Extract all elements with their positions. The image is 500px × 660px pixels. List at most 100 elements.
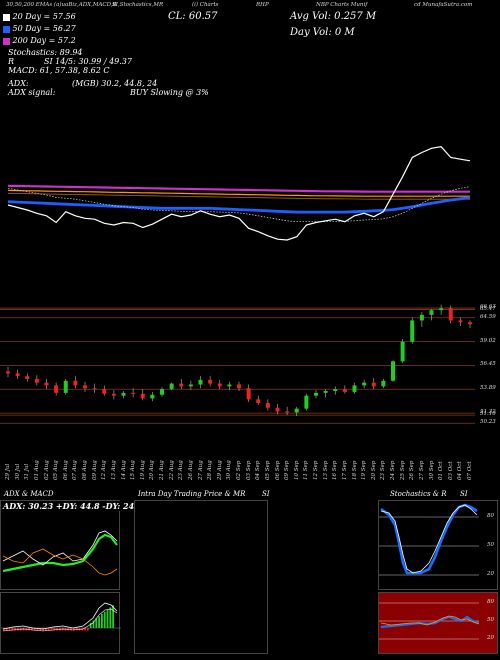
macd-histogram-bar bbox=[75, 628, 78, 631]
candle-body-12 bbox=[121, 392, 126, 396]
buy-signal: BUY Slowing @ 3% bbox=[130, 88, 209, 97]
header-line-6: cd MunafaSutra.com bbox=[414, 2, 473, 8]
x-tick-label: 23 Aug bbox=[178, 460, 185, 480]
candle-body-18 bbox=[179, 383, 184, 387]
candle-body-44 bbox=[429, 310, 434, 315]
stochastics-lines bbox=[379, 503, 479, 576]
macd-histogram-bar bbox=[84, 628, 86, 631]
x-tick-label: 05 Aug bbox=[53, 460, 60, 480]
x-tick-label: 08 Aug bbox=[82, 460, 88, 480]
x-tick-label: 21 Aug bbox=[159, 460, 165, 480]
stochastics-si-label: SI bbox=[460, 490, 468, 498]
x-tick-label: 27 Sep bbox=[418, 460, 425, 480]
candle-body-41 bbox=[400, 341, 405, 362]
si-tick-50: 50 bbox=[487, 617, 494, 623]
x-tick-label: 12 Sep bbox=[313, 460, 319, 480]
orange-ema-line-2 bbox=[7, 192, 470, 200]
adx-values: (MGB) 30.2, 44.8, 24 bbox=[72, 79, 158, 88]
si-tick-80: 80 bbox=[487, 599, 494, 605]
candle-body-27 bbox=[265, 403, 270, 408]
x-tick-label: 26 Aug bbox=[187, 460, 194, 480]
candle-body-14 bbox=[140, 393, 145, 399]
ema200-legend: 200 Day = 57.2 bbox=[3, 36, 76, 45]
candle-body-47 bbox=[458, 320, 463, 323]
orange-ema-line bbox=[7, 189, 470, 197]
x-tick-label: 26 Sep bbox=[409, 460, 416, 480]
header-line-1: 30,50,200 EMAs (a)uaBiz,ADX,MACD,B bbox=[6, 2, 117, 8]
ema50-text: 50 Day = 56.27 bbox=[12, 24, 76, 33]
macd-histogram-bar bbox=[5, 628, 8, 631]
adx-signal-label: ADX signal: bbox=[8, 88, 56, 97]
x-tick-label: 30 Sep bbox=[428, 460, 435, 480]
intraday-si-label: SI bbox=[262, 490, 270, 498]
y-tick-label: 66.63 bbox=[480, 304, 496, 311]
macd-histogram-bar bbox=[103, 611, 106, 628]
x-tick-label: 20 Sep bbox=[370, 460, 377, 480]
y-tick-label: 56.45 bbox=[480, 361, 496, 368]
candle-body-17 bbox=[169, 383, 174, 390]
candle-body-25 bbox=[246, 388, 251, 400]
macd-histogram-bar bbox=[92, 620, 95, 628]
y-tick-label: 51.32 bbox=[480, 409, 496, 416]
macd-histogram-bar bbox=[109, 607, 112, 628]
x-tick-label: 29 Aug bbox=[216, 460, 223, 480]
x-tick-label: 13 Aug bbox=[110, 460, 117, 480]
si-prefix: R bbox=[8, 57, 15, 66]
candle-body-10 bbox=[102, 389, 107, 394]
macd-histogram-bar bbox=[106, 609, 109, 628]
x-tick-label: 01 Oct bbox=[438, 461, 445, 480]
candle-body-20 bbox=[198, 379, 203, 385]
macd-histogram-bar bbox=[8, 628, 11, 631]
day-volume-label: Day Vol: 0 M bbox=[290, 27, 355, 38]
candle-body-9 bbox=[92, 388, 97, 390]
macd-histogram-bar bbox=[14, 628, 16, 631]
x-tick-label: 09 Aug bbox=[91, 460, 98, 480]
adx-panel: ADX: 30.23 +DY: 44.8 -DY: 24 bbox=[0, 500, 135, 590]
candle-body-0 bbox=[6, 371, 10, 374]
macd-histogram-bar bbox=[101, 614, 103, 628]
candle-body-15 bbox=[150, 394, 155, 399]
x-tick-label: 03 Sep bbox=[245, 460, 252, 480]
si-readout: SI 14/5: 30.99 / 49.37 bbox=[44, 57, 132, 66]
candle-body-8 bbox=[83, 385, 87, 389]
header-line-2: SI,Stochastics,MR bbox=[112, 2, 164, 8]
x-tick-label: 25 Sep bbox=[399, 460, 406, 480]
candle-body-32 bbox=[314, 392, 318, 396]
macd-histogram-bar bbox=[87, 628, 89, 631]
adx-macd-title: ADX & MACD bbox=[4, 490, 54, 498]
candle-body-19 bbox=[188, 384, 193, 387]
si-lines bbox=[379, 602, 480, 640]
intraday-title: Intra Day Trading Price & MR bbox=[138, 490, 246, 498]
x-tick-label: 16 Sep bbox=[332, 460, 339, 480]
candle-body-16 bbox=[160, 389, 164, 395]
macd-histogram-bar bbox=[45, 628, 47, 631]
header-line-5: NBP Charts Munif bbox=[316, 2, 368, 8]
ema50-swatch bbox=[3, 25, 10, 33]
header-line-3: (i) Charts bbox=[192, 2, 219, 8]
macd-histogram-bar bbox=[28, 628, 30, 631]
x-tick-label: 07 Aug bbox=[72, 460, 79, 480]
candle-body-1 bbox=[15, 373, 20, 377]
adx-label: ADX: bbox=[8, 79, 29, 88]
macd-lines bbox=[1, 602, 121, 632]
x-tick-label: 06 Aug bbox=[62, 460, 69, 480]
ema50-line bbox=[7, 196, 471, 214]
x-tick-label: 17 Sep bbox=[341, 460, 348, 480]
x-tick-label: 20 Aug bbox=[149, 460, 156, 480]
macd-histogram-bar bbox=[73, 628, 75, 631]
ema200-text: 200 Day = 57.2 bbox=[12, 36, 76, 45]
x-tick-label: 02 Aug bbox=[43, 460, 50, 480]
header-line-4: RHP bbox=[256, 2, 269, 8]
ema20-text: 20 Day = 57.56 bbox=[12, 12, 76, 21]
x-tick-label: 27 Aug bbox=[197, 460, 204, 480]
stochastics-title: Stochastics & R bbox=[390, 490, 447, 498]
x-tick-label: 09 Sep bbox=[284, 460, 291, 480]
stochastics-readout: Stochastics: 89.94 bbox=[8, 48, 83, 57]
candle-body-34 bbox=[333, 389, 338, 391]
ema20-swatch bbox=[3, 13, 10, 21]
candle-body-36 bbox=[352, 385, 357, 392]
close-price-line bbox=[7, 146, 471, 241]
x-tick-label: 05 Sep bbox=[264, 460, 271, 480]
ema20-legend: 20 Day = 57.56 bbox=[3, 12, 76, 21]
candle-body-43 bbox=[419, 314, 424, 321]
